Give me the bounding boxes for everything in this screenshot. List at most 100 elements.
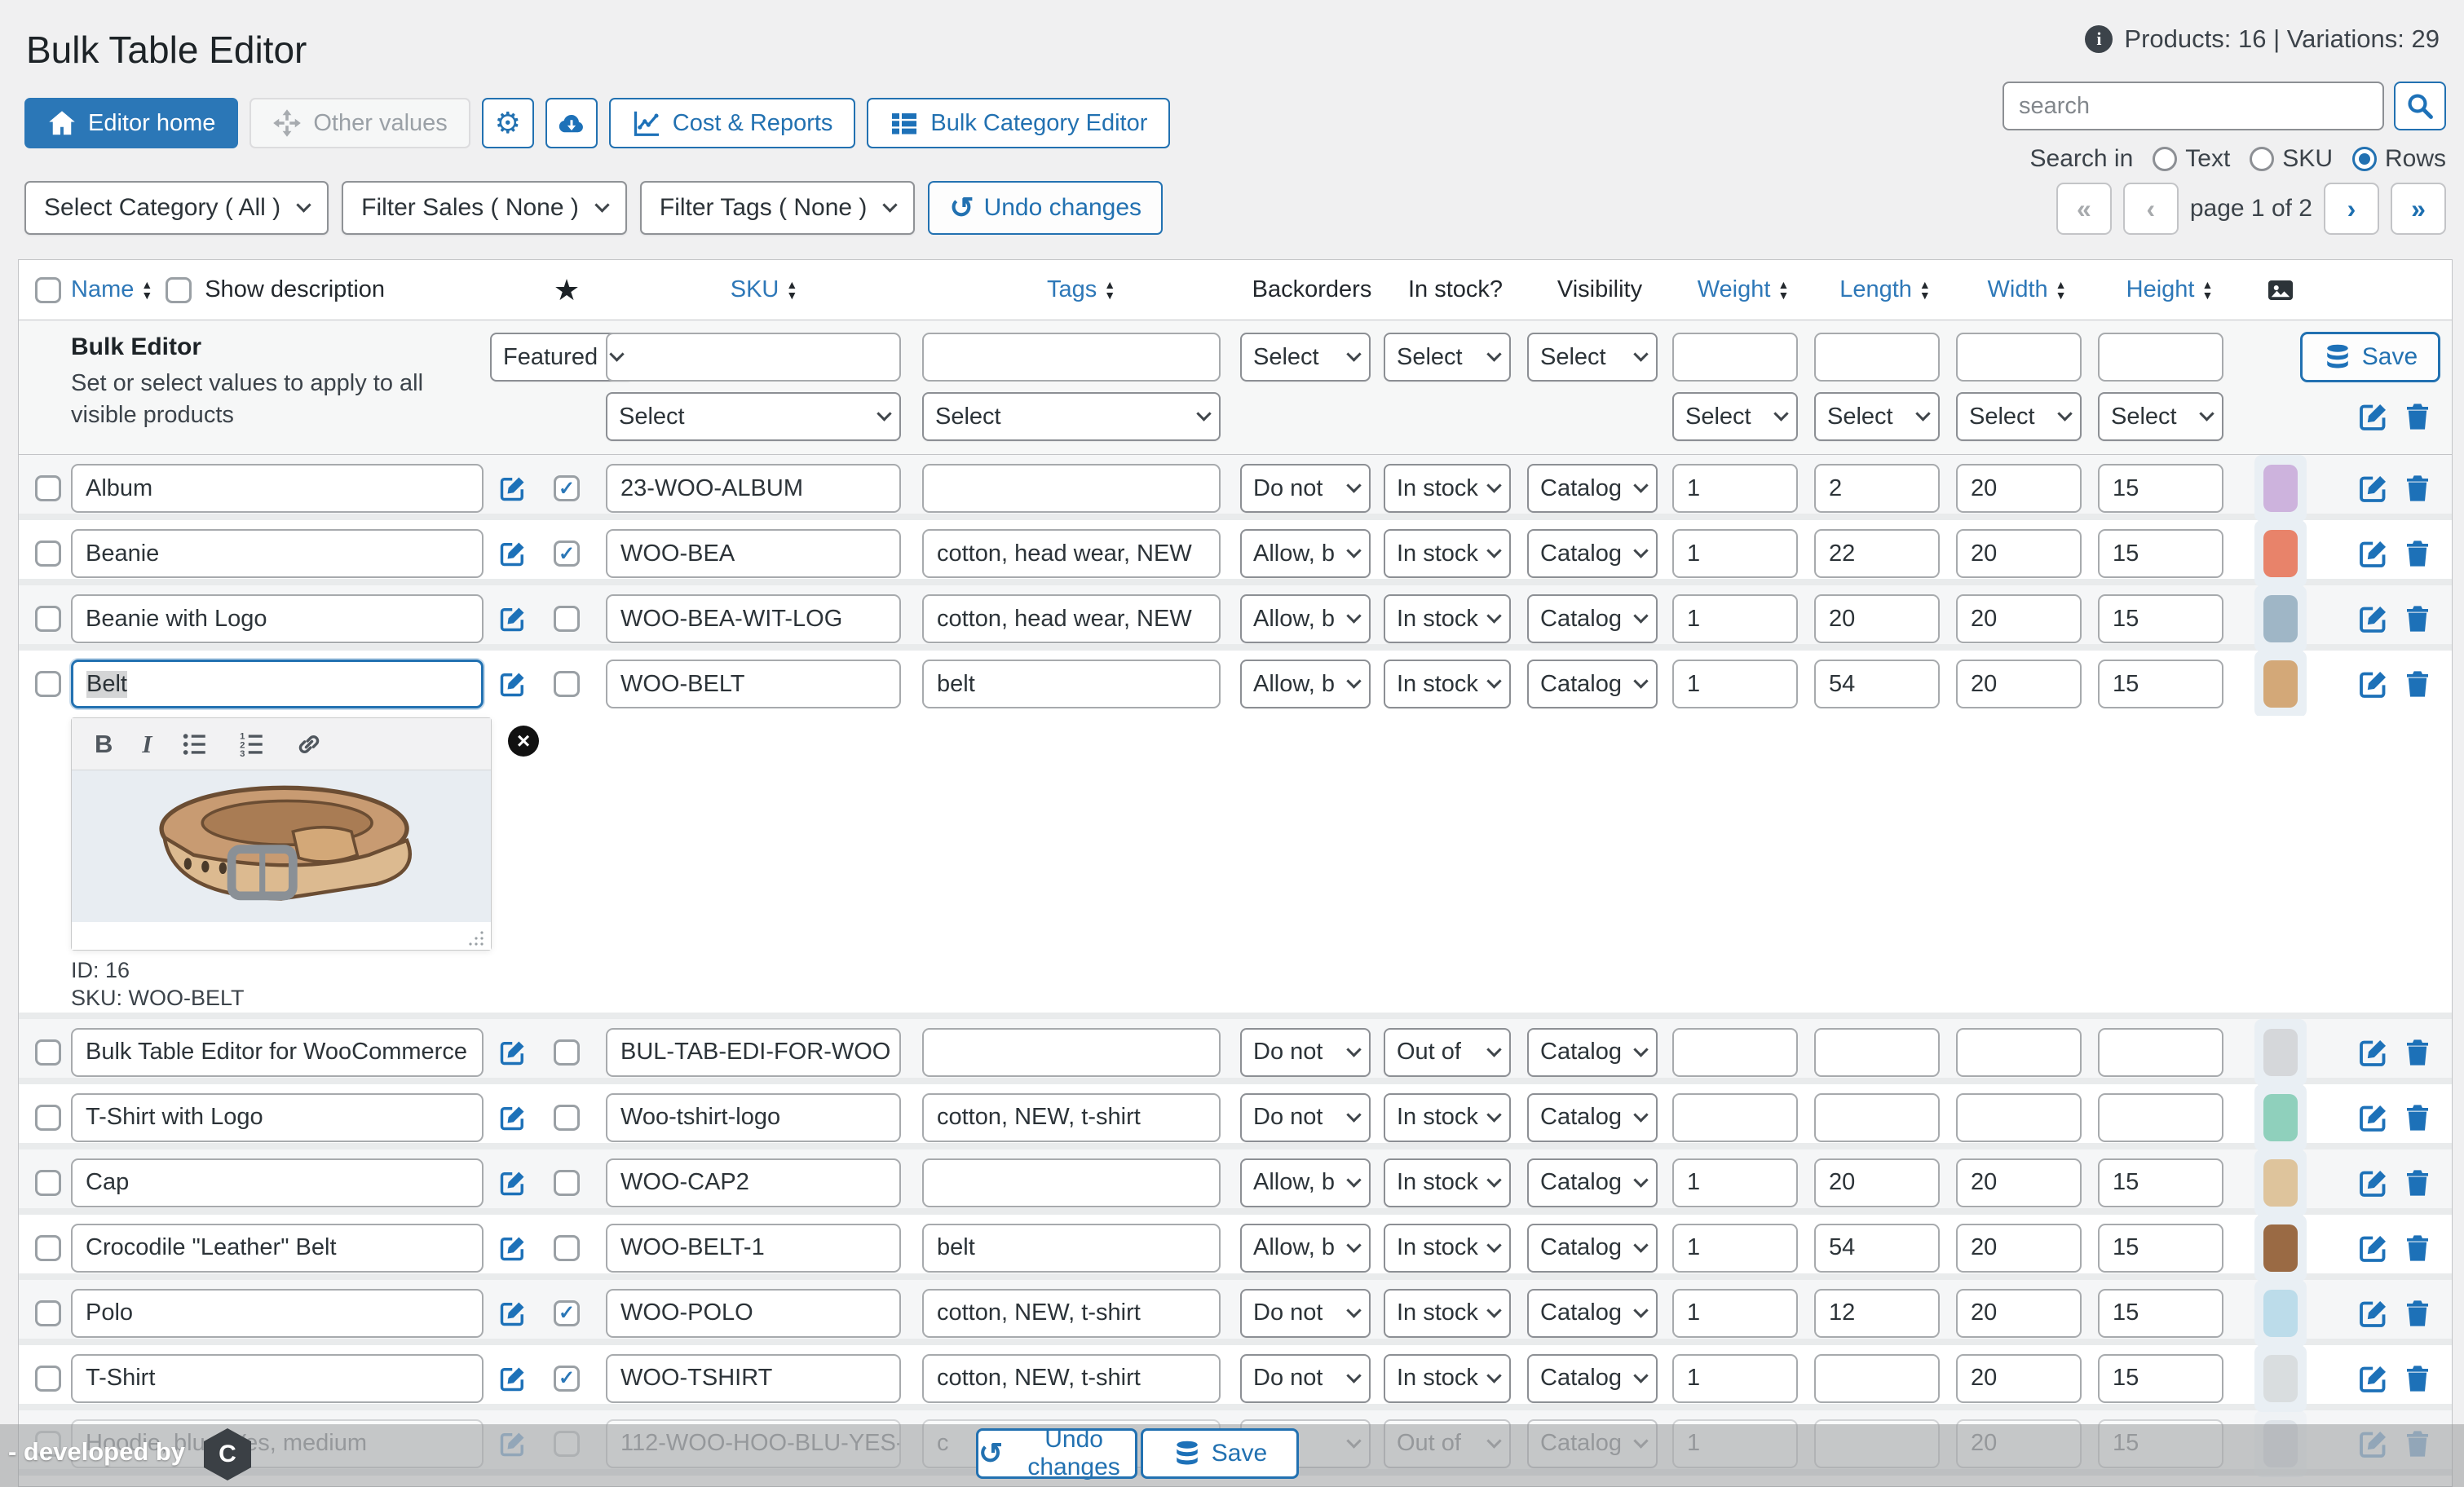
delete-row-button[interactable] xyxy=(2401,537,2434,570)
edit-description-button[interactable] xyxy=(498,474,528,503)
stock-select[interactable]: In stock xyxy=(1384,594,1511,643)
tags-input[interactable]: belt xyxy=(922,660,1221,708)
delete-row-button[interactable] xyxy=(2401,668,2434,700)
featured-checkbox[interactable] xyxy=(554,606,580,632)
delete-row-button[interactable] xyxy=(2401,602,2434,635)
sort-by-weight[interactable]: Weight ▲ ▼ xyxy=(1697,276,1790,302)
visibility-select[interactable]: Catalog xyxy=(1527,1027,1658,1077)
edit-row-button[interactable] xyxy=(2357,602,2390,635)
height-input[interactable]: 15 xyxy=(2098,660,2223,708)
search-in-sku-option[interactable]: SKU xyxy=(2250,145,2333,173)
featured-checkbox[interactable] xyxy=(554,1234,580,1261)
length-input[interactable]: 54 xyxy=(1814,660,1940,708)
length-input[interactable] xyxy=(1814,1353,1940,1403)
tags-filter-select[interactable]: Filter Tags ( None ) xyxy=(639,181,916,235)
editor-resize-area[interactable] xyxy=(72,922,491,950)
height-input[interactable] xyxy=(2098,1092,2223,1142)
sku-input[interactable]: 23-WOO-ALBUM xyxy=(606,464,901,513)
height-input[interactable]: 15 xyxy=(2098,529,2223,578)
edit-description-button[interactable] xyxy=(498,1168,528,1198)
undo-changes-button[interactable]: ↺ Undo changes xyxy=(928,181,1164,235)
edit-row-button[interactable] xyxy=(2357,1232,2390,1264)
tags-input[interactable]: cotton, head wear, NEW xyxy=(922,594,1221,643)
bulk-width-select[interactable]: Select xyxy=(1956,392,2082,441)
length-input[interactable]: 54 xyxy=(1814,1223,1940,1273)
featured-checkbox[interactable] xyxy=(554,671,580,697)
tags-input[interactable] xyxy=(922,1027,1221,1077)
bulk-sku-preset-select[interactable]: Select xyxy=(606,392,901,441)
weight-input[interactable] xyxy=(1672,1027,1798,1077)
tags-input[interactable] xyxy=(922,464,1221,513)
backorders-select[interactable]: Do not xyxy=(1240,1092,1371,1142)
row-select-checkbox[interactable] xyxy=(35,1104,61,1131)
bulk-delete-button[interactable] xyxy=(2401,400,2434,433)
edit-row-button[interactable] xyxy=(2357,1297,2390,1330)
height-input[interactable]: 15 xyxy=(2098,464,2223,513)
stock-select[interactable]: In stock xyxy=(1384,1092,1511,1142)
length-input[interactable] xyxy=(1814,1092,1940,1142)
tags-input[interactable] xyxy=(922,1158,1221,1207)
visibility-select[interactable]: Catalog xyxy=(1527,660,1658,708)
search-input[interactable] xyxy=(2003,82,2384,130)
product-name-input[interactable]: Beanie xyxy=(71,529,484,578)
width-input[interactable]: 20 xyxy=(1956,1158,2082,1207)
row-select-checkbox[interactable] xyxy=(35,475,61,501)
footer-save-button[interactable]: Save xyxy=(1141,1428,1299,1479)
visibility-select[interactable]: Catalog xyxy=(1527,529,1658,578)
bulk-stock-select[interactable]: Select xyxy=(1384,333,1511,382)
height-input[interactable]: 15 xyxy=(2098,1223,2223,1273)
bulk-length-select[interactable]: Select xyxy=(1814,392,1940,441)
height-input[interactable]: 15 xyxy=(2098,1288,2223,1338)
weight-input[interactable]: 1 xyxy=(1672,464,1798,513)
product-name-input[interactable]: T-Shirt with Logo xyxy=(71,1092,484,1142)
height-input[interactable] xyxy=(2098,1027,2223,1077)
length-input[interactable]: 22 xyxy=(1814,529,1940,578)
edit-description-button[interactable] xyxy=(498,1299,528,1328)
backorders-select[interactable]: Allow, b xyxy=(1240,1158,1371,1207)
backorders-select[interactable]: Do not xyxy=(1240,1353,1371,1403)
product-name-input[interactable]: T-Shirt xyxy=(71,1353,484,1403)
sort-by-tags[interactable]: Tags ▲ ▼ xyxy=(1046,276,1116,302)
featured-checkbox[interactable] xyxy=(554,1299,580,1326)
bulk-length-input[interactable] xyxy=(1814,333,1940,382)
stock-select[interactable]: In stock xyxy=(1384,660,1511,708)
sales-filter-select[interactable]: Filter Sales ( None ) xyxy=(342,181,627,235)
featured-checkbox[interactable] xyxy=(554,1104,580,1131)
row-select-checkbox[interactable] xyxy=(35,1234,61,1261)
tags-input[interactable]: belt xyxy=(922,1223,1221,1273)
length-input[interactable]: 2 xyxy=(1814,464,1940,513)
stock-select[interactable]: In stock xyxy=(1384,1223,1511,1273)
weight-input[interactable] xyxy=(1672,1092,1798,1142)
bulk-height-input[interactable] xyxy=(2098,333,2223,382)
delete-row-button[interactable] xyxy=(2401,1036,2434,1069)
weight-input[interactable]: 1 xyxy=(1672,660,1798,708)
length-input[interactable]: 20 xyxy=(1814,1158,1940,1207)
delete-row-button[interactable] xyxy=(2401,1232,2434,1264)
weight-input[interactable]: 1 xyxy=(1672,529,1798,578)
width-input[interactable]: 20 xyxy=(1956,1288,2082,1338)
featured-checkbox[interactable] xyxy=(554,541,580,567)
visibility-select[interactable]: Catalog xyxy=(1527,1353,1658,1403)
bulk-edit-button[interactable] xyxy=(2357,400,2390,433)
bulk-category-editor-button[interactable]: Bulk Category Editor xyxy=(867,98,1171,148)
width-input[interactable]: 20 xyxy=(1956,1353,2082,1403)
import-export-button[interactable] xyxy=(545,98,598,148)
sku-input[interactable]: WOO-BELT xyxy=(606,660,901,708)
width-input[interactable] xyxy=(1956,1027,2082,1077)
radio-rows[interactable] xyxy=(2351,147,2377,171)
tags-input[interactable]: cotton, NEW, t-shirt xyxy=(922,1288,1221,1338)
row-select-checkbox[interactable] xyxy=(35,671,61,697)
width-input[interactable]: 20 xyxy=(1956,594,2082,643)
visibility-select[interactable]: Catalog xyxy=(1527,594,1658,643)
backorders-select[interactable]: Allow, b xyxy=(1240,1223,1371,1273)
show-description-checkbox[interactable] xyxy=(166,276,192,303)
row-select-checkbox[interactable] xyxy=(35,1365,61,1392)
tags-input[interactable]: cotton, head wear, NEW xyxy=(922,529,1221,578)
length-input[interactable] xyxy=(1814,1027,1940,1077)
sort-by-width[interactable]: Width ▲ ▼ xyxy=(1987,276,2067,302)
stock-select[interactable]: Out of xyxy=(1384,1027,1511,1077)
backorders-select[interactable]: Allow, b xyxy=(1240,660,1371,708)
category-filter-select[interactable]: Select Category ( All ) xyxy=(24,181,329,235)
edit-description-button[interactable] xyxy=(498,1038,528,1067)
visibility-select[interactable]: Catalog xyxy=(1527,464,1658,513)
